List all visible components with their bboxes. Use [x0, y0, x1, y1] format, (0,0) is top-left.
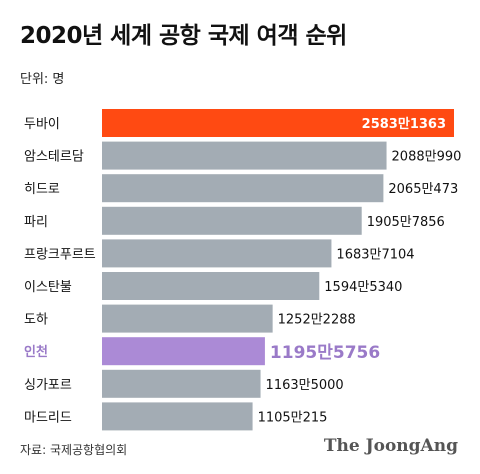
bar: [102, 337, 265, 366]
bar: [102, 141, 387, 170]
category-label: 도하: [24, 313, 48, 328]
value-label: 2065만473: [388, 182, 458, 197]
value-label: 1163만5000: [266, 378, 344, 393]
category-label: 이스탄불: [24, 280, 72, 295]
value-label: 1905만7856: [367, 215, 445, 230]
category-label: 프랑크푸르트: [24, 247, 96, 262]
category-label: 파리: [24, 215, 48, 230]
unit-label: 단위: 명: [20, 72, 65, 87]
value-label: 1105만215: [258, 410, 328, 425]
bar: [102, 174, 384, 203]
bar: [102, 206, 362, 235]
value-label: 1683만7104: [336, 247, 414, 262]
category-label: 두바이: [24, 117, 60, 132]
value-label: 1594만5340: [324, 280, 402, 295]
category-label: 싱가포르: [24, 378, 72, 393]
category-label: 암스테르담: [24, 150, 84, 165]
bar: [102, 239, 332, 268]
bar: [102, 109, 454, 137]
category-label: 마드리드: [24, 410, 72, 425]
chart-title: 2020년 세계 공항 국제 여객 순위: [20, 23, 347, 49]
value-label: 1195만5756: [270, 343, 380, 363]
bar: [102, 272, 320, 300]
value-label: 2088만990: [392, 150, 462, 165]
bar: [102, 402, 253, 431]
value-label: 2583만1363: [362, 116, 446, 132]
bar: [102, 369, 261, 398]
source-label: 자료: 국제공항협의회: [20, 443, 128, 457]
publisher-logo: The JoongAng: [323, 436, 458, 456]
category-label: 히드로: [24, 182, 60, 197]
category-label: 인천: [24, 344, 48, 360]
value-label: 1252만2288: [278, 313, 356, 328]
bar: [102, 304, 273, 333]
